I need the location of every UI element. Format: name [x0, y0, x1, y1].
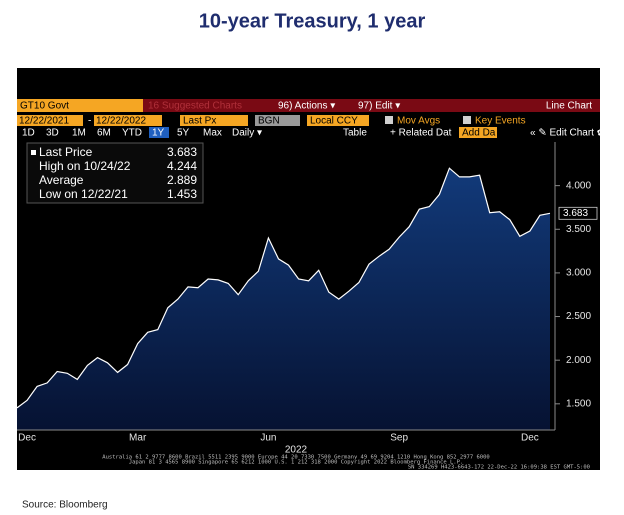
x-tick-label: Dec: [521, 433, 539, 444]
pricing-source[interactable]: BGN: [258, 116, 280, 127]
field-box[interactable]: [180, 115, 248, 126]
legend-value: 3.683: [167, 145, 197, 159]
period-button[interactable]: 3D: [46, 128, 59, 139]
legend-value: 2.889: [167, 173, 197, 187]
footer-line: SN 334269 H423-6643-172 22-Dec-22 16:09:…: [408, 465, 590, 471]
legend-label: Last Price: [39, 145, 93, 159]
currency-box[interactable]: [307, 115, 369, 126]
legend-box: [26, 142, 204, 204]
add-data[interactable]: Add Da: [462, 128, 496, 139]
chart-title: 10-year Treasury, 1 year: [199, 10, 426, 32]
y-tick-label: 4.000: [566, 180, 591, 191]
start-date[interactable]: 12/22/2021: [19, 116, 69, 127]
last-value-box: [558, 206, 598, 220]
field[interactable]: Last Px: [183, 116, 216, 127]
legend-label: High on 10/24/22: [39, 159, 131, 173]
related-data[interactable]: + Related Dat: [390, 128, 452, 139]
footer-line: Japan 81 3 4565 8900 Singapore 65 6212 1…: [129, 460, 463, 466]
x-tick-label: Mar: [129, 433, 147, 444]
currency[interactable]: Local CCY: [310, 116, 358, 127]
area-fill: [17, 168, 550, 430]
legend-swatch: [31, 150, 36, 155]
y-tick-label: 3.000: [566, 268, 591, 279]
mov-avgs[interactable]: Mov Avgs: [397, 116, 440, 127]
source-note: Source: Bloomberg: [22, 500, 108, 511]
end-date-box[interactable]: [94, 115, 162, 126]
legend-label: Average: [39, 173, 84, 187]
suggested-charts[interactable]: 16 Suggested Charts: [148, 101, 242, 112]
add-data-box[interactable]: [459, 127, 497, 138]
checkbox[interactable]: [385, 116, 393, 124]
menu-bar: [143, 99, 600, 112]
legend-label: Low on 12/22/21: [39, 187, 128, 201]
edit-menu[interactable]: 97) Edit ▾: [358, 101, 400, 112]
end-date[interactable]: 12/22/2022: [96, 116, 146, 127]
x-tick-label: Dec: [18, 433, 36, 444]
period-button[interactable]: 1M: [72, 128, 86, 139]
date-dash: -: [88, 116, 91, 127]
ticker-box[interactable]: [17, 99, 143, 112]
y-tick-label: 3.500: [566, 224, 591, 235]
start-date-box[interactable]: [17, 115, 83, 126]
key-events[interactable]: Key Events: [475, 116, 526, 127]
checkbox[interactable]: [463, 116, 471, 124]
period-button[interactable]: YTD: [122, 128, 142, 139]
ticker[interactable]: GT10 Govt: [20, 101, 69, 112]
period-button[interactable]: Daily ▾: [232, 128, 262, 139]
footer-line: Australia 61 2 9777 8600 Brazil 5511 239…: [102, 455, 489, 461]
table-button[interactable]: Table: [343, 128, 367, 139]
chart-kind: Line Chart: [546, 101, 592, 112]
source-box[interactable]: [255, 115, 300, 126]
edit-chart[interactable]: « ✎ Edit Chart ✿: [530, 128, 605, 139]
period-button[interactable]: 1D: [22, 128, 35, 139]
last-value-label: 3.683: [563, 208, 588, 219]
y-tick-label: 2.000: [566, 355, 591, 366]
x-tick-label: Sep: [390, 433, 408, 444]
y-tick-label: 2.500: [566, 311, 591, 322]
period-selected[interactable]: [149, 127, 169, 138]
y-tick-label: 1.500: [566, 398, 591, 409]
x-tick-label: Jun: [260, 433, 276, 444]
actions-menu[interactable]: 96) Actions ▾: [278, 101, 335, 112]
period-button[interactable]: 6M: [97, 128, 111, 139]
line: [16, 167, 551, 409]
legend-value: 1.453: [167, 187, 197, 201]
period-button[interactable]: 1Y: [152, 128, 165, 139]
legend-value: 4.244: [167, 159, 197, 173]
period-button[interactable]: 5Y: [177, 128, 190, 139]
period-button[interactable]: Max: [203, 128, 222, 139]
x-year-label: 2022: [285, 445, 308, 456]
